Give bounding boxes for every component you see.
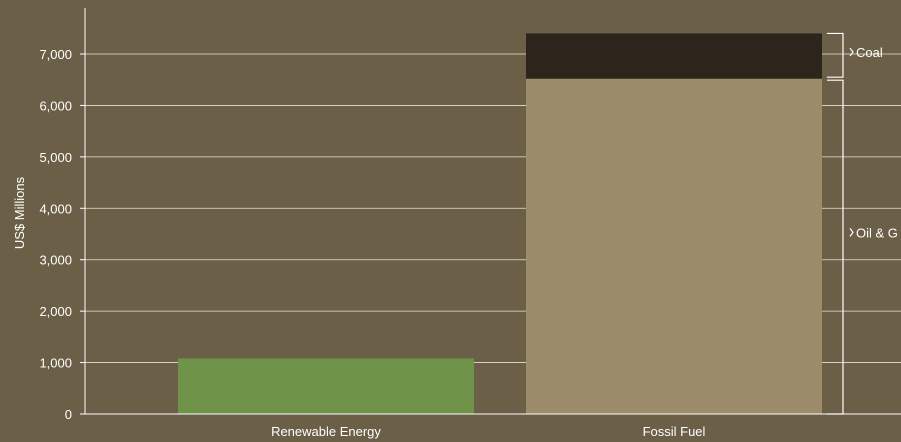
annotations: Coal Oil & G — [827, 32, 898, 415]
gridlines — [85, 53, 901, 363]
y-tick-label: 3,000 — [39, 253, 72, 268]
category-labels: Renewable Energy Fossil Fuel — [271, 424, 705, 439]
annotation-coal: Coal — [856, 45, 883, 60]
y-tick-label: 0 — [65, 407, 72, 422]
bar-segment — [178, 358, 474, 414]
category-label: Fossil Fuel — [643, 424, 706, 439]
bar-segment — [526, 33, 822, 79]
bracket-oil-gas — [827, 79, 844, 415]
annotation-oil-gas: Oil & G — [856, 225, 898, 240]
y-tick-label: 7,000 — [39, 47, 72, 62]
axes — [80, 8, 901, 415]
y-tick-label: 6,000 — [39, 98, 72, 113]
bars — [178, 33, 822, 414]
y-axis-label: US$ Millions — [12, 176, 27, 249]
chevron-right-icon — [849, 47, 854, 57]
bar-segment — [526, 78, 822, 414]
y-tick-label: 4,000 — [39, 201, 72, 216]
category-label: Renewable Energy — [271, 424, 381, 439]
y-tick-label: 1,000 — [39, 356, 72, 371]
chevron-right-icon — [849, 227, 854, 237]
y-tick-label: 2,000 — [39, 304, 72, 319]
y-tick-label: 5,000 — [39, 150, 72, 165]
y-tick-labels: 0 1,000 2,000 3,000 4,000 5,000 6,000 7,000 — [39, 47, 72, 422]
bracket-coal — [827, 32, 844, 78]
